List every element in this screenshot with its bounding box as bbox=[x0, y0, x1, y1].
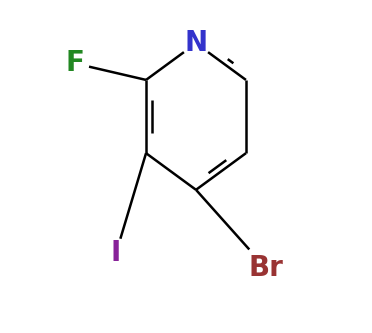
Text: Br: Br bbox=[248, 254, 283, 282]
Text: N: N bbox=[185, 29, 208, 57]
Text: I: I bbox=[111, 239, 121, 267]
Text: F: F bbox=[65, 49, 84, 77]
